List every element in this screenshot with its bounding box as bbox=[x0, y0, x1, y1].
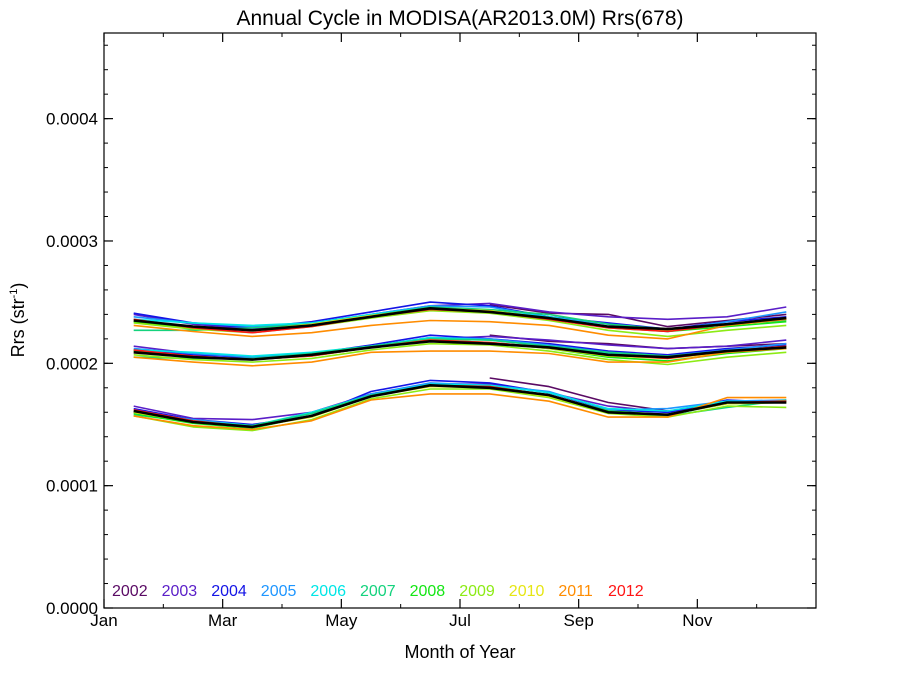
series-layer bbox=[133, 301, 787, 432]
x-tick-label: Jul bbox=[449, 611, 471, 630]
legend-entry-2012: 2012 bbox=[608, 583, 644, 600]
y-axis-label-end: ) bbox=[8, 283, 28, 289]
legend-entry-2006: 2006 bbox=[310, 583, 346, 600]
series-line-2009-lower bbox=[133, 388, 787, 432]
x-tick-label: May bbox=[325, 611, 358, 630]
series-line-2009-upper bbox=[133, 309, 787, 338]
series-line-2011-upper bbox=[133, 318, 787, 340]
legend: 2002 2003 2004 2005 2006 2007 2008 2009 2010 2011… bbox=[112, 583, 644, 600]
ticks-layer: 0.0000 0.0001 0.0002 0.0003 0.0004 Jan Mar May J… bbox=[46, 33, 816, 630]
x-tick-label: Jan bbox=[90, 611, 117, 630]
x-tick-label: Sep bbox=[564, 611, 594, 630]
legend-entry-2004: 2004 bbox=[211, 583, 247, 600]
y-tick-label: 0.0000 bbox=[46, 599, 98, 618]
chart-title: Annual Cycle in MODISA(AR2013.0M) Rrs(67… bbox=[237, 7, 684, 30]
x-tick-label: Mar bbox=[208, 611, 238, 630]
y-tick-label: 0.0002 bbox=[46, 354, 98, 373]
legend-entry-2010: 2010 bbox=[509, 583, 545, 600]
y-axis-label-superscript: -1 bbox=[8, 289, 20, 299]
series-line-2011-middle bbox=[133, 347, 787, 367]
legend-entry-2007: 2007 bbox=[360, 583, 396, 600]
x-tick-label: Nov bbox=[682, 611, 713, 630]
y-axis-label-main: Rrs (str bbox=[8, 298, 28, 357]
x-axis-label: Month of Year bbox=[404, 642, 515, 662]
legend-entry-2003: 2003 bbox=[162, 583, 198, 600]
series-line-2004-lower bbox=[133, 379, 787, 426]
series-line-mean-upper bbox=[133, 307, 787, 332]
legend-entry-2009: 2009 bbox=[459, 583, 495, 600]
legend-entry-2002: 2002 bbox=[112, 583, 148, 600]
legend-entry-2011: 2011 bbox=[558, 583, 593, 600]
series-line-mean-lower bbox=[133, 384, 787, 429]
y-tick-label: 0.0001 bbox=[46, 477, 98, 496]
y-axis-label: Rrs (str-1) bbox=[8, 283, 28, 358]
legend-entry-2005: 2005 bbox=[261, 583, 297, 600]
y-tick-label: 0.0004 bbox=[46, 110, 98, 129]
y-tick-label: 0.0003 bbox=[46, 232, 98, 251]
series-line-mean-middle bbox=[133, 340, 787, 361]
legend-entry-2008: 2008 bbox=[410, 583, 446, 600]
series-line-2009-middle bbox=[133, 342, 787, 366]
